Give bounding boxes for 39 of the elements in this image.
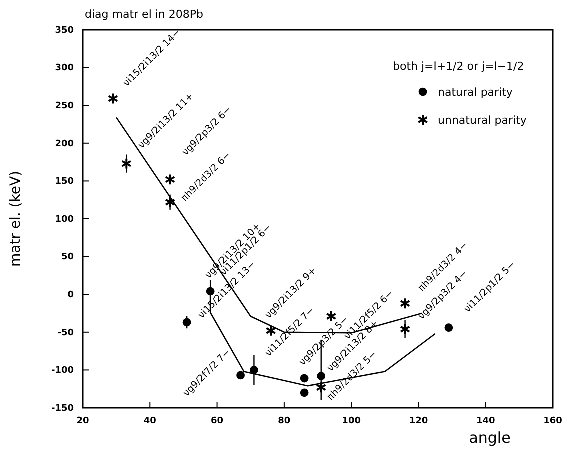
- y-axis-title: matr el. (keV): [8, 170, 24, 268]
- x-tick-label: 160: [544, 416, 562, 426]
- point: [182, 318, 192, 327]
- x-tick-label: 140: [476, 416, 496, 426]
- legend-title: both j=l+1/2 or j=l−1/2: [393, 60, 524, 73]
- point: [164, 174, 176, 186]
- point: [400, 323, 411, 336]
- y-tick-label: 300: [55, 64, 74, 74]
- x-axis-title: angle: [469, 429, 511, 447]
- legend-label: unnatural parity: [438, 114, 528, 127]
- x-tick-label: 120: [409, 416, 428, 426]
- point: [164, 196, 176, 208]
- point: [108, 92, 119, 105]
- x-tick-label: 80: [278, 416, 291, 426]
- x-tick-label: 100: [342, 416, 361, 426]
- y-tick-label: 250: [55, 101, 74, 112]
- y-tick-label: 200: [55, 139, 74, 150]
- x-tick-label: 20: [76, 416, 90, 426]
- point: [250, 366, 258, 374]
- point: [300, 374, 309, 383]
- y-tick-label: -100: [51, 366, 74, 376]
- legend-label: natural parity: [438, 86, 514, 99]
- point: [400, 298, 411, 310]
- y-tick-label: -150: [51, 404, 74, 414]
- y-tick-label: -50: [58, 328, 74, 338]
- point: [121, 158, 132, 170]
- y-tick-label: 50: [61, 252, 74, 263]
- y-tick-label: 100: [55, 214, 74, 225]
- x-tick-label: 40: [144, 416, 156, 426]
- point: [326, 310, 337, 323]
- x-tick-label: 60: [211, 416, 224, 426]
- point: [236, 371, 245, 380]
- y-tick-label: 350: [55, 26, 74, 36]
- point: [316, 382, 327, 394]
- point: [444, 324, 454, 332]
- point: [300, 388, 309, 398]
- y-tick-label: 0: [68, 290, 74, 300]
- y-tick-label: 150: [55, 177, 74, 188]
- chart-title: diag matr el in 208Pb: [85, 8, 204, 21]
